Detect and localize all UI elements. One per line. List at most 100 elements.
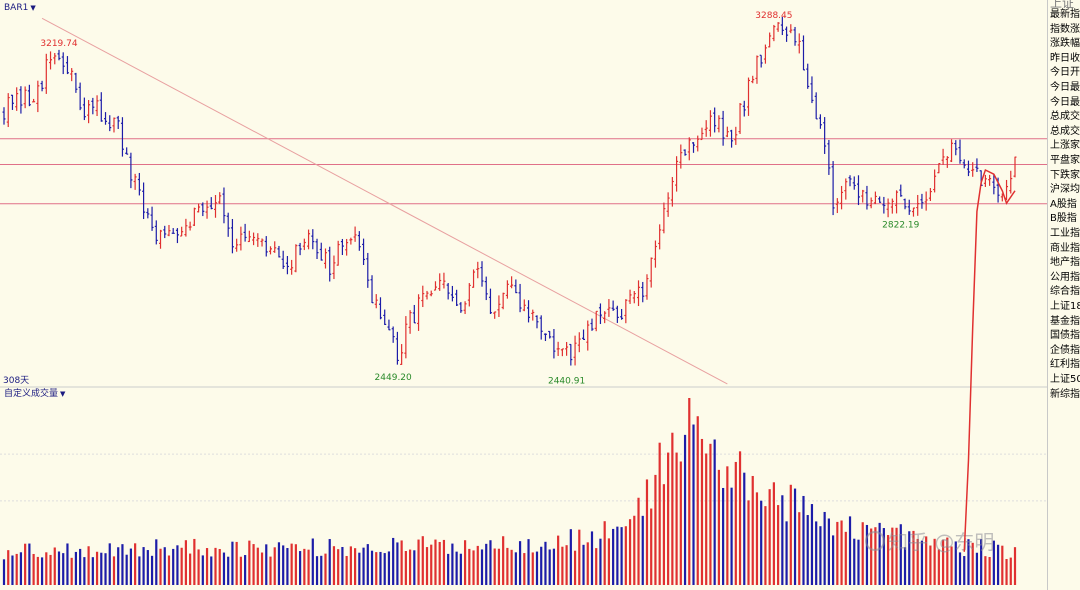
volume-bar: [244, 555, 247, 585]
sidebar-item[interactable]: 综合指: [1050, 286, 1080, 298]
sidebar-item[interactable]: 国债指: [1050, 330, 1080, 342]
sidebar-item[interactable]: 基金指: [1050, 315, 1080, 327]
candle: [214, 195, 218, 218]
volume-bar: [658, 442, 661, 585]
sidebar-item[interactable]: A股指: [1050, 198, 1077, 210]
candle: [40, 80, 44, 92]
sidebar-item[interactable]: B股指: [1050, 213, 1077, 225]
candle: [205, 200, 209, 219]
volume-bar: [573, 550, 577, 585]
candle: [163, 225, 167, 239]
volume-bar: [332, 546, 336, 585]
candle: [247, 230, 251, 243]
volume-bar: [510, 549, 513, 585]
volume-bar: [210, 556, 213, 585]
candle: [450, 285, 454, 302]
volume-bar: [417, 539, 420, 585]
sidebar-item[interactable]: 平盘家: [1050, 155, 1080, 166]
volume-bar: [764, 506, 767, 585]
candle: [937, 162, 941, 174]
volume-bar: [413, 550, 416, 585]
volume-bar: [138, 556, 141, 585]
volume-bar: [941, 539, 945, 585]
candle: [789, 24, 793, 34]
volume-bar: [404, 551, 407, 585]
volume-panel-label[interactable]: 自定义成交量 ▼: [4, 389, 65, 400]
volume-bar: [586, 542, 589, 585]
candle: [975, 158, 979, 172]
candle: [620, 308, 624, 320]
candle: [171, 228, 175, 234]
volume-bar: [167, 555, 171, 585]
volume-bar: [612, 528, 615, 585]
sidebar-item[interactable]: 上证180: [1050, 301, 1080, 312]
candle: [950, 139, 954, 163]
sidebar-item[interactable]: 地产指: [1050, 257, 1080, 269]
volume-bar: [840, 520, 843, 585]
candle: [345, 238, 349, 256]
sidebar-item[interactable]: 最新指: [1050, 9, 1080, 20]
volume-bar: [624, 526, 627, 585]
volume-bar: [810, 504, 814, 585]
volume-bar: [425, 547, 429, 585]
volume-bar: [870, 528, 873, 585]
sidebar-item[interactable]: 上涨家: [1050, 140, 1080, 152]
volume-bar: [920, 540, 924, 585]
sidebar-item[interactable]: 今日开: [1050, 67, 1080, 79]
sidebar-item[interactable]: 商业指: [1050, 242, 1080, 254]
sidebar-item[interactable]: 红利指: [1050, 359, 1080, 371]
candle: [421, 285, 425, 308]
candle: [696, 135, 700, 152]
sidebar-item[interactable]: 涨跌幅: [1050, 38, 1080, 50]
volume-bar: [654, 474, 657, 585]
volume-bar: [751, 475, 754, 585]
candle: [988, 174, 992, 186]
candle: [708, 110, 712, 137]
sidebar-item[interactable]: 公用指: [1050, 271, 1080, 283]
candle: [751, 75, 755, 84]
volume-bar: [819, 526, 822, 585]
sidebar-item[interactable]: 今日最: [1050, 96, 1080, 108]
volume-bar: [785, 521, 788, 585]
candle: [645, 274, 649, 300]
sidebar-item[interactable]: 工业指: [1050, 228, 1080, 239]
candle: [734, 126, 738, 145]
volume-bar: [11, 555, 14, 585]
sidebar-item[interactable]: 昨日收: [1050, 52, 1080, 64]
volume-bar: [760, 500, 763, 585]
candle: [197, 203, 201, 213]
volume-bar: [307, 549, 310, 585]
volume-bar: [603, 521, 606, 585]
candle: [315, 238, 319, 260]
volume-bar: [502, 536, 505, 585]
sidebar-item[interactable]: 企债指: [1050, 344, 1080, 356]
candle: [222, 187, 226, 224]
volume-bar: [438, 541, 441, 585]
volume-bar: [743, 472, 746, 585]
candle: [252, 232, 256, 246]
volume-bar: [565, 545, 568, 585]
sidebar-item[interactable]: 下跌家: [1050, 169, 1080, 181]
volume-bar: [518, 541, 522, 585]
volume-bar: [899, 524, 902, 585]
candle: [725, 126, 729, 138]
candle: [763, 44, 767, 64]
candle: [590, 318, 594, 331]
candle: [637, 280, 641, 307]
sidebar-item[interactable]: 新综指: [1050, 388, 1080, 400]
sidebar-item[interactable]: 指数涨: [1050, 23, 1080, 35]
candle: [82, 97, 86, 121]
volume-bar: [599, 538, 602, 585]
volume-bar: [117, 547, 120, 585]
sidebar-item[interactable]: 总成交: [1050, 125, 1080, 137]
sidebar-item[interactable]: 上证50: [1050, 374, 1080, 385]
sidebar-item[interactable]: 总成交: [1050, 111, 1080, 123]
sidebar-item[interactable]: 今日最: [1050, 82, 1080, 93]
volume-bar: [354, 548, 357, 585]
sidebar-item[interactable]: 沪深均: [1050, 184, 1080, 196]
candle: [603, 311, 607, 324]
volume-bar: [235, 541, 238, 585]
bar-panel-label[interactable]: BAR1 ▼: [4, 3, 36, 14]
candle: [15, 87, 19, 111]
candle: [319, 242, 323, 261]
